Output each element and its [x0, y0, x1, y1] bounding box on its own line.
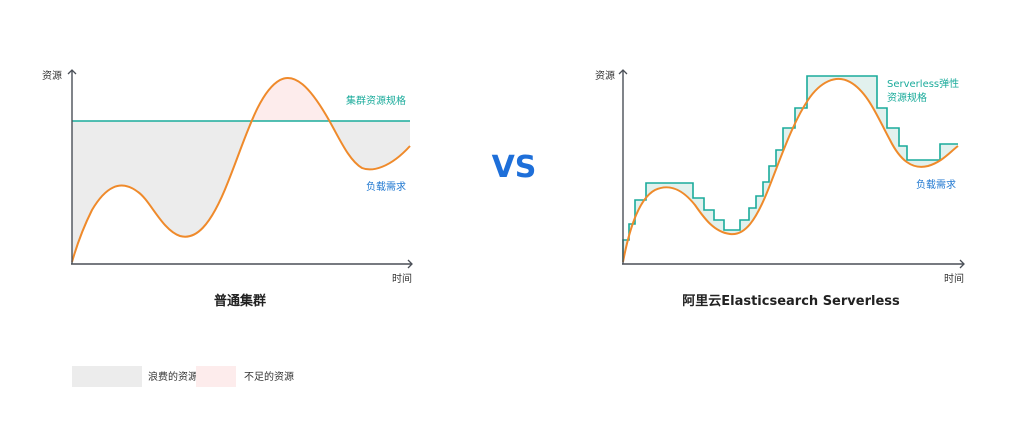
- left-demand-label: 负载需求: [366, 180, 406, 193]
- left-x-axis-label: 时间: [392, 272, 412, 285]
- legend: 浪费的资源 不足的资源: [72, 366, 294, 387]
- right-demand-curve: [622, 77, 959, 263]
- left-chart: 资源 时间 集群资源规格 负载需求 普通集群: [42, 69, 413, 309]
- left-shortage-area: [228, 78, 362, 121]
- left-capacity-label: 集群资源规格: [346, 94, 406, 107]
- right-chart: 资源 时间 Serverless弹性 资源规格 负载需求 阿里云Elastics…: [595, 69, 965, 309]
- legend-waste-label: 浪费的资源: [148, 370, 198, 383]
- right-y-axis-label: 资源: [595, 69, 615, 82]
- vs-text: VS: [492, 150, 537, 185]
- left-demand-curve: [71, 77, 411, 263]
- left-y-axis-label: 资源: [42, 69, 62, 82]
- right-capacity-label-line1: Serverless弹性: [887, 77, 959, 90]
- right-caption: 阿里云Elasticsearch Serverless: [682, 294, 900, 309]
- legend-shortage-swatch: [196, 366, 236, 387]
- left-caption: 普通集群: [214, 293, 266, 309]
- right-demand-label: 负载需求: [916, 178, 956, 191]
- right-capacity-label-line2: 资源规格: [887, 91, 927, 104]
- right-x-axis-label: 时间: [944, 272, 964, 285]
- legend-waste-swatch: [72, 366, 142, 387]
- right-waste-area: [623, 76, 958, 262]
- legend-shortage-label: 不足的资源: [244, 370, 294, 383]
- right-capacity-step-line: [622, 75, 958, 262]
- left-waste-area: [72, 121, 410, 262]
